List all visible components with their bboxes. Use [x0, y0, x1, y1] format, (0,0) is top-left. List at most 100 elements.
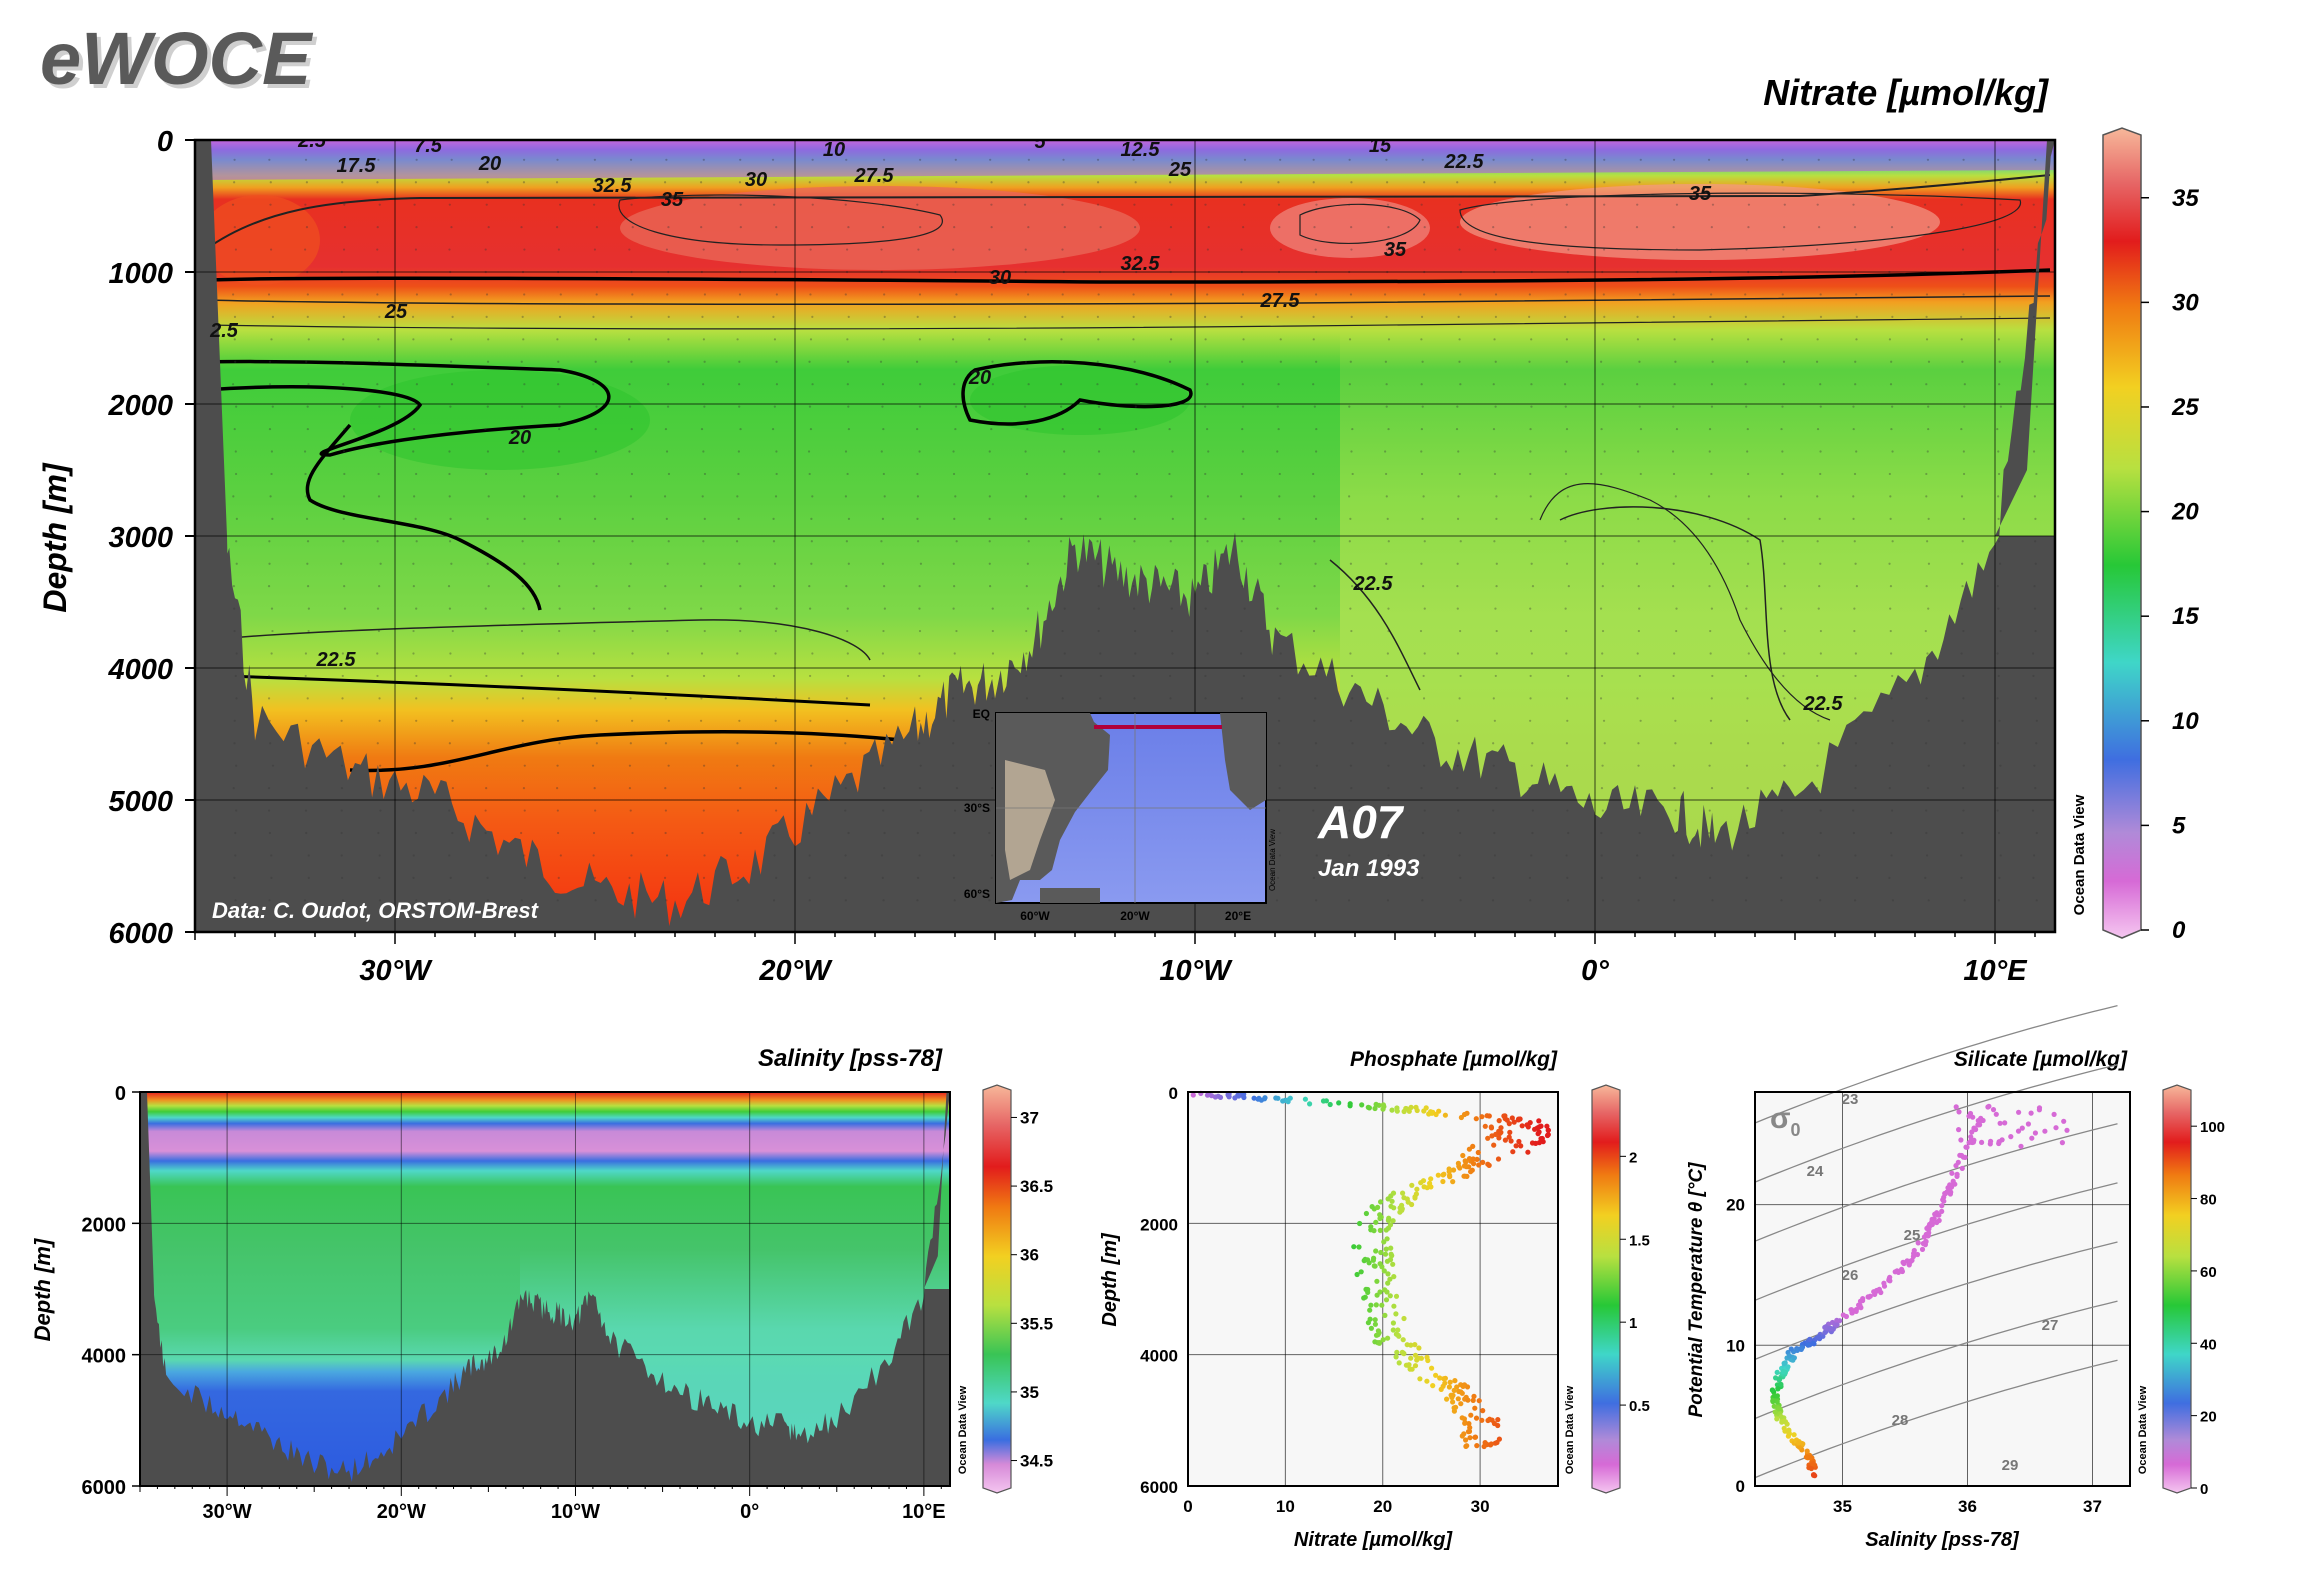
station-dot — [1997, 495, 2000, 498]
station-dot — [988, 405, 991, 408]
station-dot — [342, 315, 345, 318]
station-dot — [2035, 899, 2038, 902]
station-dot — [1168, 427, 1171, 431]
contour-22-5-east2 — [1539, 483, 1831, 721]
station-dot — [1855, 719, 1858, 722]
station-dot — [1817, 719, 1820, 722]
station-dot — [378, 203, 381, 206]
station-dot — [1277, 383, 1280, 386]
station-dot — [1314, 517, 1318, 520]
station-dot — [559, 854, 562, 857]
salinity-x-axis: 30°W 20°W 10°W 0° 10°E — [139, 1486, 946, 1523]
station-dot — [235, 697, 238, 700]
station-dot — [451, 787, 454, 790]
phosphate-point — [1451, 1387, 1457, 1393]
station-dot — [521, 719, 524, 722]
station-dot — [1927, 427, 1930, 431]
station-dot — [268, 427, 272, 431]
station-dot — [522, 787, 526, 790]
station-dot — [1133, 203, 1136, 206]
station-dot — [1458, 248, 1461, 251]
station-dot — [1494, 674, 1497, 678]
station-dot — [1279, 540, 1282, 543]
station-dot — [556, 831, 560, 835]
station-dot — [521, 315, 524, 318]
phosphate-point — [1414, 1186, 1420, 1192]
station-dot — [1603, 203, 1606, 206]
station-dot — [450, 226, 453, 229]
station-dot — [1708, 427, 1712, 431]
station-dot — [1349, 764, 1353, 767]
phosphate-colorbar-ticks: 0.511.52 — [1620, 1149, 1650, 1415]
station-dot — [1242, 674, 1246, 678]
station-dot — [1063, 562, 1067, 565]
station-dot — [306, 540, 310, 543]
station-dot — [1601, 899, 1605, 902]
station-dot — [1961, 831, 1964, 835]
phosphate-point — [1351, 1244, 1357, 1250]
station-dot — [1207, 226, 1210, 229]
station-dot — [1816, 764, 1819, 767]
station-dot — [342, 540, 345, 543]
station-dot — [1528, 787, 1531, 790]
odv-watermark-silicate: Ocean Data View — [2137, 1385, 2149, 1474]
inset-lat-60s: 60°S — [964, 887, 990, 901]
station-dot — [1278, 472, 1281, 476]
station-dot — [1745, 719, 1749, 722]
station-dot — [1997, 674, 2000, 678]
station-dot — [1708, 764, 1711, 767]
station-dot — [1420, 472, 1424, 476]
silicate-point — [1988, 1138, 1994, 1144]
station-dot — [1710, 472, 1713, 476]
station-dot — [666, 674, 669, 678]
isopycnal-line — [1754, 1300, 2118, 1420]
station-dot — [1241, 383, 1244, 386]
isopycnal-label: 27 — [2042, 1317, 2059, 1334]
phosphate-point — [1461, 1163, 1468, 1169]
station-dot — [955, 293, 958, 296]
station-dot — [1819, 562, 1822, 565]
contour-22-5-east — [1329, 506, 1791, 721]
phosphate-point — [1441, 1171, 1447, 1177]
phosphate-point — [1385, 1335, 1391, 1341]
phosphate-point — [1390, 1190, 1397, 1196]
station-dot — [1530, 405, 1533, 408]
station-dot — [2033, 764, 2036, 767]
station-dot — [952, 248, 955, 251]
station-dot — [2034, 248, 2037, 251]
phosphate-point — [1385, 1196, 1391, 1202]
station-dot — [304, 248, 307, 251]
station-dot — [1099, 517, 1102, 520]
station-dot — [1779, 495, 1783, 498]
station-dot — [1998, 719, 2001, 722]
station-dot — [808, 585, 811, 588]
station-dot — [736, 495, 739, 498]
station-dot — [1059, 540, 1063, 543]
station-dot — [1855, 293, 1858, 296]
main-x-tick-label: 30°W — [359, 955, 433, 987]
si-cb-tick-label: 100 — [2200, 1119, 2225, 1136]
station-dot — [1348, 899, 1351, 902]
sal-cb-tick-label: 36 — [1020, 1246, 1039, 1265]
station-dot — [808, 831, 811, 835]
station-dot — [1781, 742, 1785, 745]
station-dot — [413, 742, 416, 745]
phosphate-point — [1463, 1437, 1469, 1443]
station-dot — [1097, 629, 1100, 633]
station-dot — [1564, 315, 1567, 318]
station-dot — [233, 607, 236, 610]
station-dot — [1133, 517, 1136, 520]
phosphate-point — [1534, 1125, 1540, 1131]
station-dot — [1135, 383, 1138, 386]
silicate-point — [1996, 1140, 2002, 1147]
station-dot — [916, 495, 919, 498]
station-dot — [1636, 315, 1639, 318]
station-dot — [1600, 787, 1604, 790]
station-dot — [1818, 181, 1821, 184]
station-dot — [1278, 226, 1281, 229]
station-dot — [414, 831, 418, 835]
contour-label: 27.5 — [854, 165, 895, 187]
station-dot — [1853, 540, 1856, 543]
